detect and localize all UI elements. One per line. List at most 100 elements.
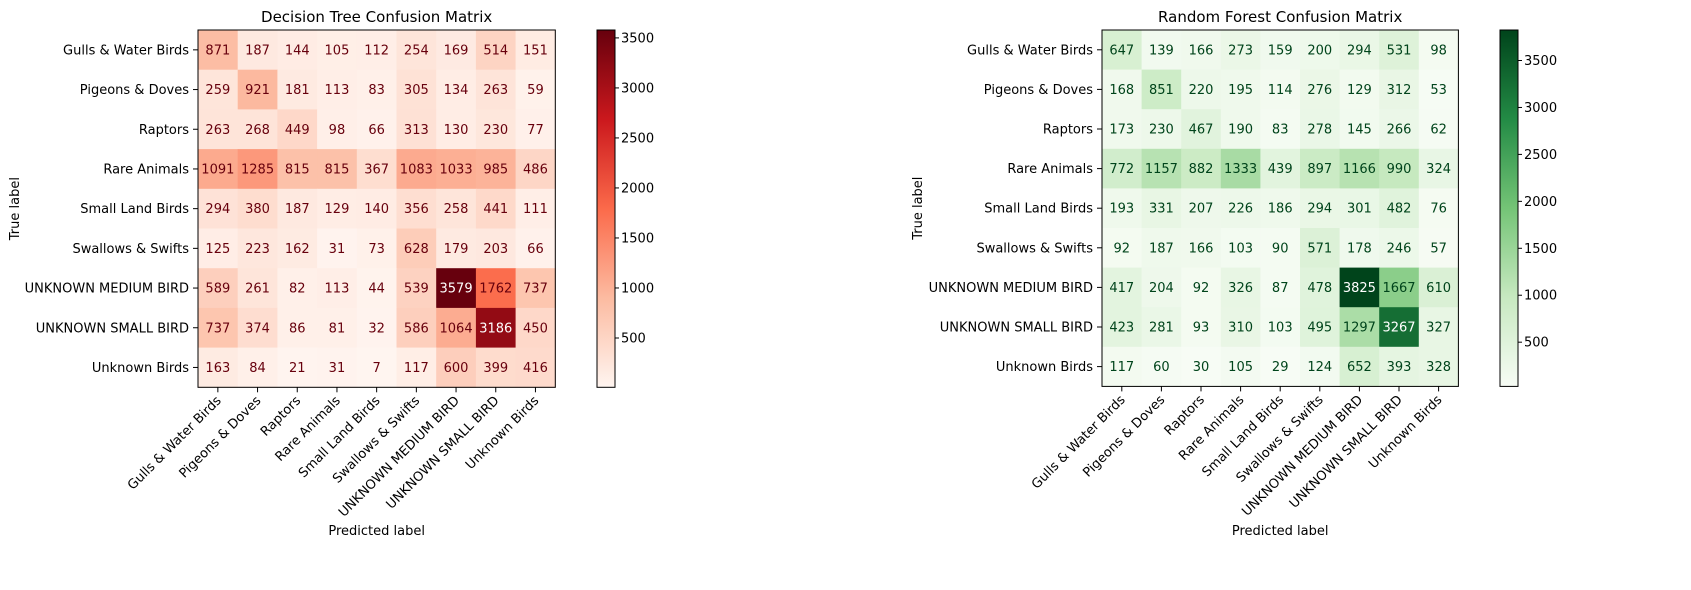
cell-value-label: 169 — [444, 43, 469, 58]
heatmap-cell — [396, 347, 437, 388]
y-axis-label: True label — [8, 177, 23, 241]
cell-value-label: 82 — [289, 282, 306, 297]
cell-value-label: 230 — [1149, 123, 1174, 138]
cell-value-label: 130 — [444, 123, 469, 138]
cell-value-label: 586 — [404, 321, 429, 336]
heatmap-cell — [1181, 30, 1222, 71]
cell-value-label: 393 — [1387, 360, 1412, 375]
cell-value-label: 92 — [1193, 281, 1210, 296]
colorbar — [1499, 29, 1519, 387]
heatmap-cell — [1418, 267, 1459, 308]
heatmap-cell — [1339, 228, 1380, 269]
y-axis-label: True label — [911, 177, 926, 241]
heatmap-cell — [1300, 30, 1341, 71]
cell-value-label: 263 — [205, 123, 230, 138]
y-tick-label: UNKNOWN MEDIUM BIRD — [25, 282, 189, 297]
cell-value-label: 263 — [483, 83, 508, 98]
heatmap-cell — [396, 268, 437, 309]
heatmap-cell — [237, 347, 278, 388]
cell-value-label: 921 — [245, 83, 270, 98]
heatmap-cell — [1339, 69, 1380, 110]
heatmap-cell — [475, 307, 517, 349]
y-tick-label: Rare Animals — [1007, 162, 1093, 177]
heatmap-cell — [198, 109, 239, 150]
colorbar — [596, 29, 616, 388]
heatmap-cell — [1300, 69, 1341, 110]
cell-value-label: 356 — [404, 202, 429, 217]
colorbar-tick-label: 500 — [621, 331, 646, 346]
heatmap-cell — [1379, 30, 1420, 71]
cell-value-label: 103 — [1268, 321, 1293, 336]
cell-value-label: 181 — [285, 83, 310, 98]
heatmap-cell — [436, 307, 477, 349]
cell-value-label: 151 — [523, 43, 548, 58]
colorbar-tick-label: 1000 — [621, 281, 654, 296]
heatmap-cell — [436, 228, 477, 269]
cell-value-label: 450 — [523, 321, 548, 336]
cell-value-label: 1297 — [1343, 321, 1376, 336]
cell-value-label: 1762 — [479, 282, 512, 297]
cell-value-label: 467 — [1189, 123, 1214, 138]
cell-value-label: 66 — [527, 242, 544, 257]
heatmap-cell — [237, 149, 278, 190]
cell-value-label: 53 — [1430, 83, 1447, 98]
y-tick-label: Small Land Birds — [80, 202, 189, 217]
heatmap-cell — [515, 228, 556, 269]
heatmap-cell — [1260, 148, 1301, 189]
heatmap-cell — [1379, 346, 1420, 387]
cell-value-label: 163 — [205, 361, 230, 376]
heatmap-cell — [1379, 228, 1420, 269]
heatmap-cell — [198, 149, 239, 190]
heatmap-cell — [1102, 109, 1143, 150]
cell-value-label: 628 — [404, 242, 429, 257]
heatmap-cell — [1220, 346, 1261, 387]
y-tick-label: Swallows & Swifts — [72, 242, 189, 257]
heatmap-cell — [1181, 148, 1222, 189]
heatmap-cell — [356, 69, 398, 110]
cell-value-label: 7 — [373, 361, 381, 376]
heatmap-cell — [1339, 267, 1380, 308]
cell-value-label: 1333 — [1224, 162, 1257, 177]
heatmap-cell — [396, 188, 437, 230]
heatmap-cell — [396, 30, 437, 71]
cell-value-label: 200 — [1307, 43, 1332, 58]
cell-value-label: 187 — [1149, 241, 1174, 256]
heatmap-cell — [317, 149, 358, 190]
y-tick-label: Raptors — [139, 123, 189, 138]
heatmap-cell — [237, 30, 278, 71]
cell-value-label: 514 — [483, 43, 508, 58]
cell-value-label: 76 — [1430, 202, 1447, 217]
heatmap-cell — [1102, 346, 1143, 387]
cell-value-label: 1033 — [440, 162, 473, 177]
cell-value-label: 173 — [1109, 123, 1134, 138]
heatmap-cell — [277, 188, 318, 230]
cell-value-label: 57 — [1430, 241, 1447, 256]
heatmap-cell — [198, 188, 239, 230]
heatmap-cell — [1300, 188, 1341, 229]
y-tick-label: Pigeons & Doves — [80, 83, 189, 98]
heatmap-cell — [1418, 188, 1459, 229]
heatmap-cell — [1141, 69, 1182, 110]
heatmap-cell — [317, 228, 358, 269]
heatmap-cell — [198, 307, 239, 349]
cell-value-label: 312 — [1387, 83, 1412, 98]
heatmap-cell — [515, 307, 556, 349]
heatmap-cell — [1220, 148, 1261, 189]
cell-value-label: 125 — [205, 242, 230, 257]
cell-value-label: 1285 — [241, 162, 274, 177]
y-tick-label: Unknown Birds — [92, 361, 189, 376]
heatmap-cell — [1418, 307, 1459, 348]
cell-value-label: 66 — [368, 123, 385, 138]
heatmap-cell — [475, 228, 517, 269]
colorbar-tick-label: 2500 — [621, 131, 654, 146]
y-tick-label: Unknown Birds — [996, 360, 1093, 375]
heatmap-cell — [237, 109, 278, 150]
heatmap-cell — [1379, 307, 1420, 348]
cell-value-label: 73 — [368, 242, 385, 257]
heatmap-cell — [1181, 228, 1222, 269]
cell-value-label: 380 — [245, 202, 270, 217]
heatmap-cell — [237, 69, 278, 110]
cell-value-label: 31 — [329, 242, 346, 257]
heatmap-cell — [277, 228, 318, 269]
cell-value-label: 3186 — [479, 321, 512, 336]
